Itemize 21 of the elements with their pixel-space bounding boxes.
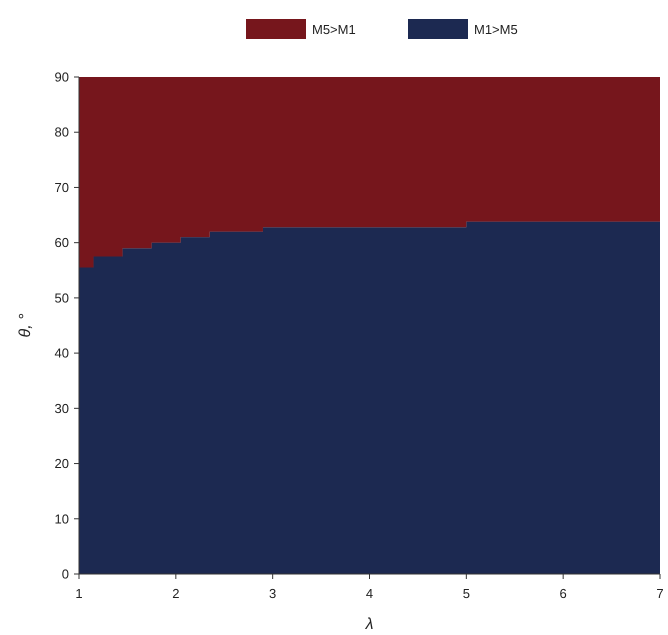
x-tick-label: 7 (656, 586, 664, 601)
x-tick-label: 6 (560, 586, 567, 601)
x-tick-label: 2 (172, 586, 180, 601)
y-tick-label: 50 (54, 290, 69, 306)
y-tick-label: 0 (62, 566, 69, 582)
legend-label: M1>M5 (474, 22, 518, 37)
x-tick-label: 5 (462, 586, 470, 601)
x-tick-label: 3 (269, 586, 276, 601)
x-tick-label: 4 (366, 586, 374, 601)
y-tick-label: 90 (54, 70, 69, 84)
legend-label: M5>M1 (312, 22, 356, 37)
y-tick-label: 80 (54, 124, 69, 140)
x-tick-label: 1 (75, 586, 83, 601)
y-tick-label: 30 (54, 400, 69, 416)
y-tick-label: 10 (54, 511, 69, 526)
y-axis-title: θ, ° (17, 312, 34, 338)
x-axis-title: λ (364, 616, 374, 633)
y-tick-label: 20 (54, 456, 69, 472)
y-tick-label: 60 (54, 235, 69, 250)
y-tick-label: 40 (54, 346, 69, 361)
y-tick-label: 70 (54, 180, 69, 195)
